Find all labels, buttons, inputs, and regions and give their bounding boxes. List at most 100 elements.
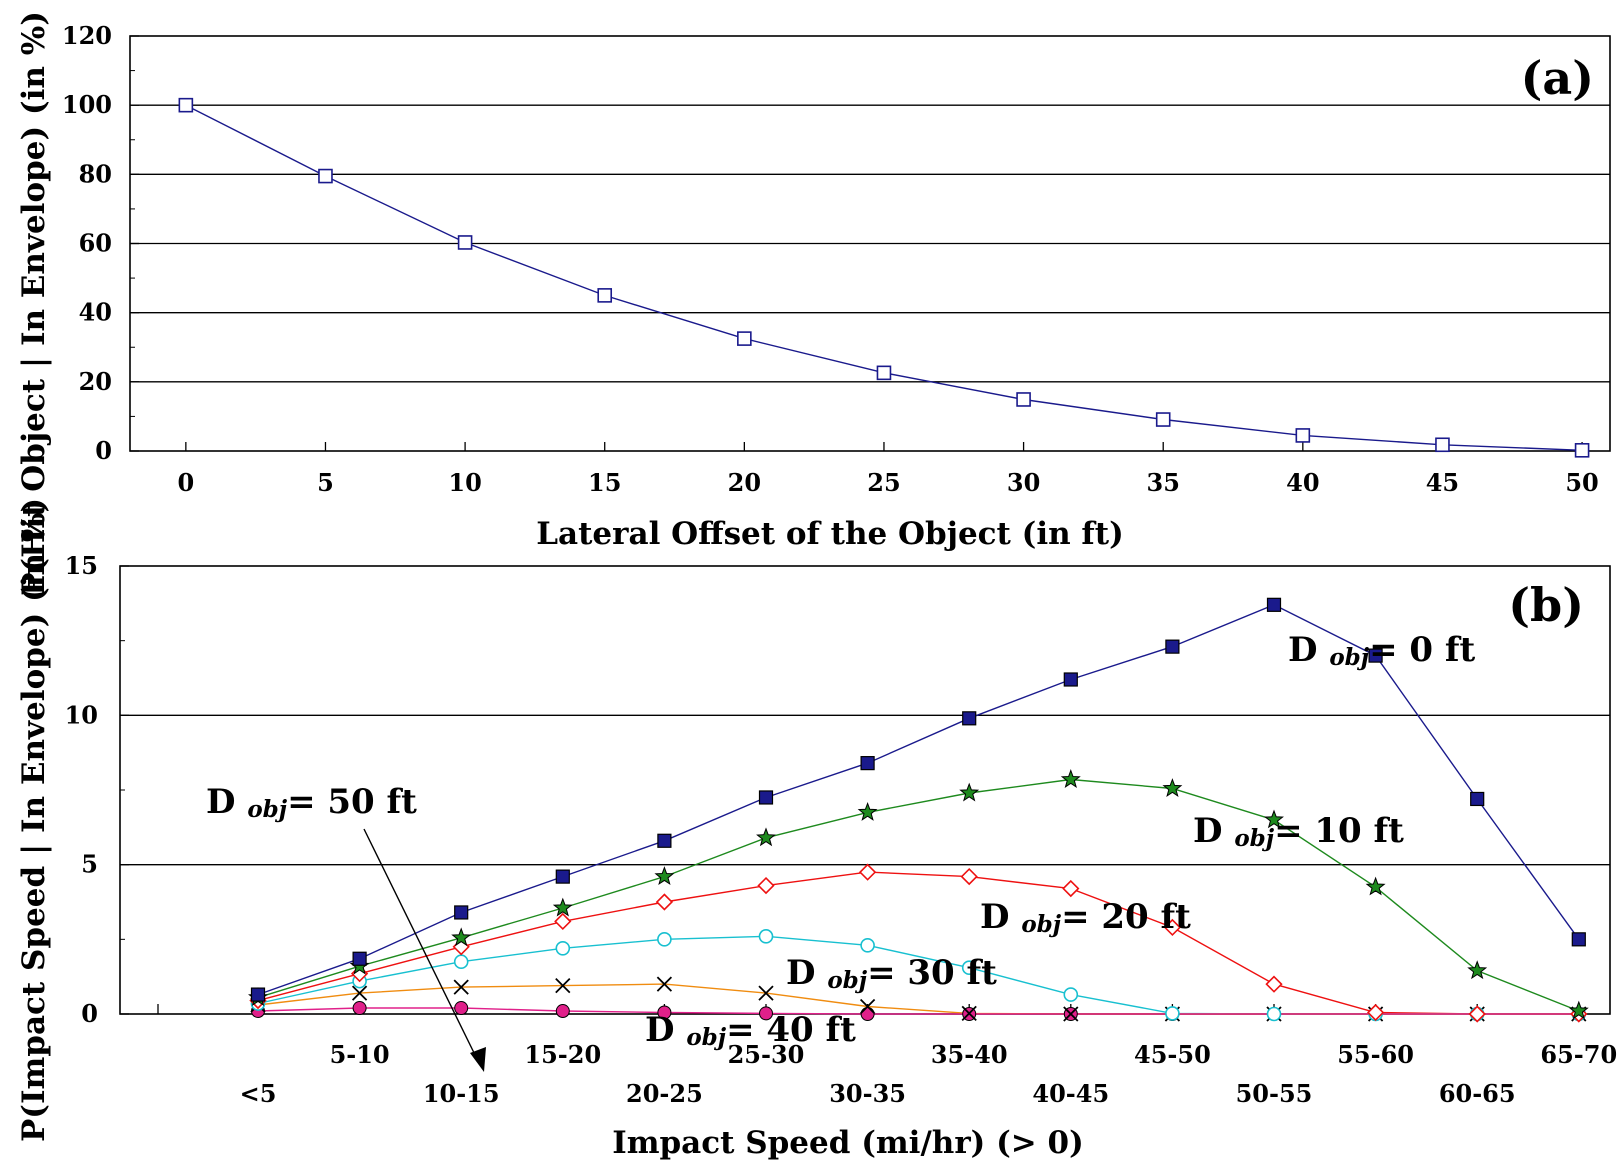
data-point-b-0 — [352, 951, 367, 966]
y-tick-label-b: 0 — [81, 999, 98, 1028]
data-point-a-0 — [457, 235, 473, 250]
data-point-b-1 — [959, 782, 980, 802]
series-annotation-b-0: D obj= 0 ft — [1288, 630, 1476, 671]
data-point-b-1 — [1467, 960, 1488, 980]
chart-panel-a: 0 20 40 60 80 100 120 0 5 10 15 20 25 30 35 40 45 50 Later… — [16, 11, 1611, 596]
data-point-b-3 — [758, 929, 774, 944]
series-line-b-2 — [257, 871, 1579, 1015]
data-point-b-0 — [962, 711, 977, 726]
chart-panel-b: 0 5 10 15 <5 5-10 10-15 15-20 20-25 25-30 30-35 35-… — [16, 498, 1617, 1160]
data-point-b-2 — [960, 867, 978, 886]
data-point-b-0 — [555, 869, 570, 884]
data-point-b-0 — [1266, 597, 1282, 612]
data-point-b-4 — [351, 985, 368, 1001]
x-axis-title-b: Impact Speed (mi/hr) (> 0) — [612, 1125, 1084, 1160]
data-point-b-3 — [1266, 1006, 1282, 1022]
data-point-b-5 — [657, 1005, 672, 1020]
data-point-b-5 — [352, 1001, 367, 1016]
data-point-b-3 — [453, 954, 469, 970]
data-point-b-1 — [451, 927, 472, 947]
data-point-b-0 — [758, 790, 774, 805]
x-tick-label-b: 50-55 — [1236, 1079, 1313, 1108]
series-annotation-b-5: D obj= 50 ft — [206, 782, 417, 823]
data-point-b-0 — [1368, 648, 1383, 663]
x-tick-label-b: 10-15 — [423, 1079, 500, 1108]
data-point-b-4 — [859, 998, 876, 1015]
data-point-b-0 — [860, 756, 875, 771]
data-point-b-3 — [1165, 1006, 1180, 1021]
x-tick-label-b: 5-10 — [330, 1040, 390, 1069]
data-point-b-0 — [1165, 639, 1180, 654]
data-point-b-2 — [1468, 1005, 1486, 1023]
annotation-arrow-head — [470, 1047, 486, 1072]
data-point-b-4 — [961, 1005, 977, 1022]
data-point-b-3 — [657, 932, 672, 947]
series-line-b-1 — [257, 778, 1580, 1012]
data-point-b-1 — [1162, 778, 1183, 797]
y-tick-label-a: 0 — [95, 436, 112, 465]
data-point-b-3 — [1063, 987, 1079, 1002]
y-tick-label-a: 60 — [79, 229, 112, 258]
x-tick-label-b: 45-50 — [1134, 1040, 1211, 1069]
data-point-b-5 — [454, 1001, 469, 1016]
series-annotation-b-1: D obj= 10 ft — [1193, 811, 1404, 852]
x-tick-label-a: 25 — [867, 468, 900, 497]
data-point-b-3 — [860, 938, 875, 953]
x-tick-label-a: 35 — [1147, 468, 1180, 497]
x-tick-label-b: <5 — [240, 1079, 277, 1108]
series-line-b-0 — [257, 604, 1580, 996]
x-tick-label-b: 25-30 — [728, 1040, 805, 1069]
x-tick-label-b: 65-70 — [1540, 1040, 1617, 1069]
data-point-b-1 — [857, 801, 878, 821]
x-tick-label-b: 40-45 — [1032, 1079, 1109, 1108]
data-point-b-4 — [453, 979, 469, 995]
x-tick-label-a: 30 — [1007, 468, 1040, 497]
data-point-b-1 — [1568, 1000, 1589, 1020]
data-point-b-1 — [1264, 809, 1284, 829]
data-point-a-0 — [1295, 428, 1311, 443]
x-tick-label-a: 45 — [1426, 468, 1459, 497]
data-point-b-2 — [554, 912, 572, 931]
data-point-a-0 — [737, 331, 752, 346]
x-tick-label-a: 20 — [728, 468, 761, 497]
data-point-b-4 — [656, 976, 673, 992]
series-annotation-b-4: D obj= 40 ft — [645, 1010, 856, 1051]
y-tick-label-a: 80 — [79, 159, 112, 188]
series-line-a-0 — [185, 104, 1583, 451]
panel-label-a: (a) — [1521, 51, 1594, 105]
data-point-b-0 — [1063, 672, 1078, 687]
data-point-b-4 — [1063, 1006, 1079, 1022]
data-point-a-0 — [876, 365, 892, 381]
data-point-b-5 — [759, 1006, 773, 1021]
data-point-b-2 — [1265, 975, 1283, 993]
series-annotation-b-3: D obj= 30 ft — [786, 953, 997, 994]
series-line-b-5 — [257, 1007, 1579, 1015]
y-tick-label-a: 120 — [62, 21, 112, 50]
x-axis-title-a: Lateral Offset of the Object (in ft) — [536, 516, 1124, 552]
data-point-b-4 — [758, 985, 774, 1001]
data-point-b-0 — [1470, 791, 1485, 807]
data-point-b-2 — [757, 876, 775, 895]
annotation-arrow-shaft — [363, 828, 480, 1064]
y-tick-label-a: 20 — [79, 367, 112, 396]
data-point-b-2 — [1062, 879, 1080, 898]
data-point-b-1 — [756, 827, 776, 847]
data-point-b-3 — [555, 940, 571, 956]
x-tick-label-b: 35-40 — [931, 1040, 1008, 1069]
y-tick-label-b: 5 — [81, 850, 98, 879]
x-tick-label-a: 40 — [1286, 468, 1319, 497]
x-tick-label-b: 30-35 — [829, 1079, 906, 1108]
x-tick-label-a: 0 — [177, 468, 194, 497]
data-point-a-0 — [1574, 443, 1590, 458]
x-tick-label-a: 5 — [317, 468, 334, 497]
y-axis-title-a: P(Hit Object | In Envelope) (in %) — [16, 11, 52, 596]
data-point-b-0 — [454, 905, 469, 920]
data-point-b-1 — [552, 897, 573, 917]
data-point-b-0 — [1571, 932, 1586, 947]
data-point-b-5 — [555, 1004, 570, 1019]
data-point-a-0 — [1016, 392, 1031, 407]
data-point-b-3 — [961, 960, 977, 976]
data-point-a-0 — [318, 168, 333, 184]
x-tick-label-a: 50 — [1565, 468, 1598, 497]
